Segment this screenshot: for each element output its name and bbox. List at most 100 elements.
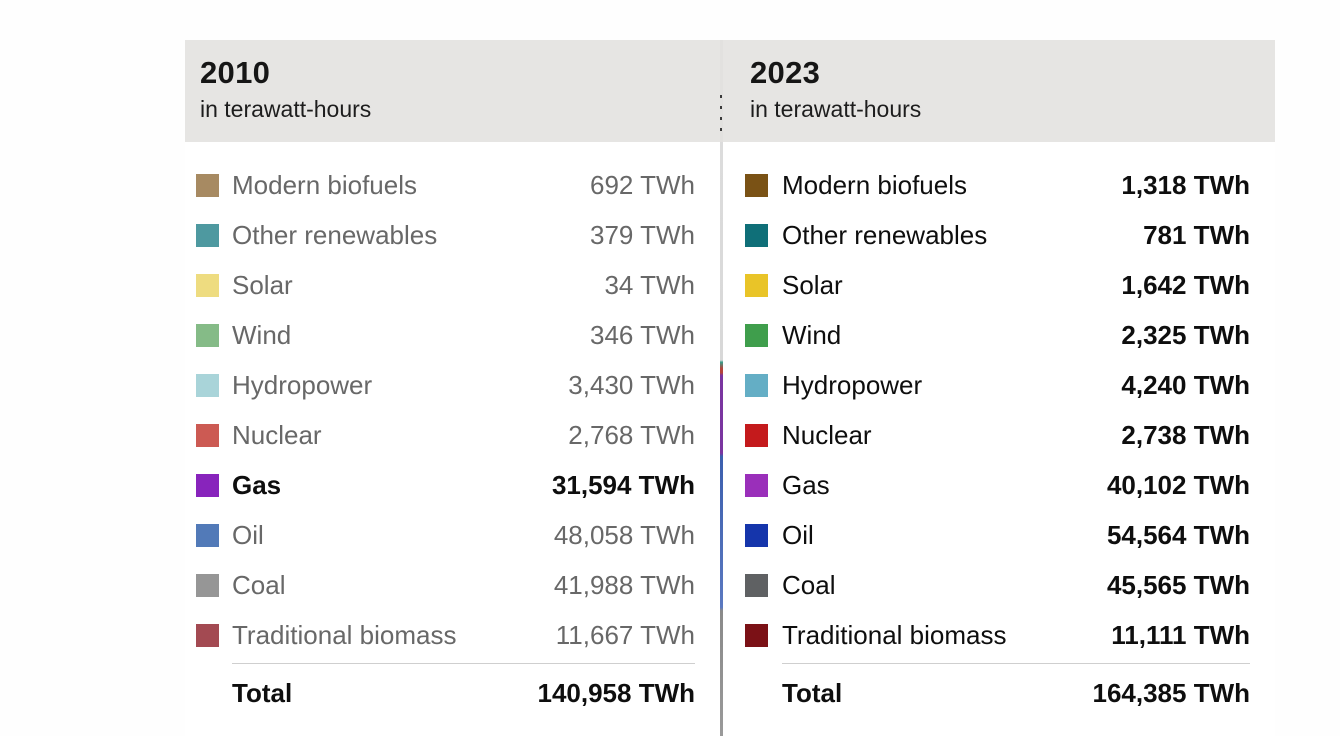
row-value: 11,667 TWh <box>555 619 695 650</box>
legend-row-coal: Coal 45,565 TWh <box>745 560 1250 610</box>
panel-gap-chart-sliver <box>720 40 723 736</box>
row-value: 2,325 TWh <box>1121 319 1250 350</box>
other-renewables-swatch-icon <box>745 223 768 247</box>
legend-row-oil: Oil 48,058 TWh <box>196 510 695 560</box>
row-value: 781 TWh <box>1143 219 1250 250</box>
row-label: Gas <box>232 469 282 500</box>
legend-row-nuclear: Nuclear 2,738 TWh <box>745 410 1250 460</box>
panel-2023: 2023 in terawatt-hours Modern biofuels 1… <box>723 40 1275 736</box>
hydropower-swatch-icon <box>745 373 768 397</box>
row-value: 31,594 TWh <box>551 469 695 500</box>
gas-swatch-icon <box>196 473 219 497</box>
panel-year: 2023 <box>750 55 821 90</box>
total-label: Total <box>232 677 293 708</box>
row-label: Gas <box>782 469 830 500</box>
row-label: Solar <box>232 269 293 300</box>
legend-row-solar: Solar 1,642 TWh <box>745 260 1250 310</box>
legend-row-gas-highlighted: Gas 31,594 TWh <box>196 460 695 510</box>
legend-row-modern-biofuels: Modern biofuels 1,318 TWh <box>745 160 1250 210</box>
solar-swatch-icon <box>745 273 768 297</box>
legend-row-traditional-biomass: Traditional biomass 11,667 TWh <box>196 610 695 660</box>
row-value: 692 TWh <box>589 169 695 200</box>
total-divider <box>782 663 1250 664</box>
row-value: 3,430 TWh <box>568 369 695 400</box>
row-value: 11,111 TWh <box>1111 619 1250 650</box>
row-label: Coal <box>782 569 836 600</box>
total-value: 164,385 TWh <box>1092 677 1250 708</box>
legend-row-wind: Wind 2,325 TWh <box>745 310 1250 360</box>
wind-swatch-icon <box>745 323 768 347</box>
legend-row-oil: Oil 54,564 TWh <box>745 510 1250 560</box>
nuclear-swatch-icon <box>196 423 219 447</box>
panel-2023-header: 2023 in terawatt-hours <box>723 40 1275 142</box>
row-label: Coal <box>232 569 286 600</box>
panel-gap-dotted-gridline <box>720 95 722 139</box>
row-label: Other renewables <box>782 219 988 250</box>
legend-row-other-renewables: Other renewables 379 TWh <box>196 210 695 260</box>
row-value: 45,565 TWh <box>1106 569 1250 600</box>
other-renewables-swatch-icon <box>196 223 219 247</box>
row-value: 1,642 TWh <box>1121 269 1250 300</box>
row-label: Nuclear <box>782 419 872 450</box>
legend-row-hydropower: Hydropower 4,240 TWh <box>745 360 1250 410</box>
row-value: 2,768 TWh <box>568 419 695 450</box>
row-value: 48,058 TWh <box>553 519 695 550</box>
row-value: 40,102 TWh <box>1106 469 1250 500</box>
panel-2010: 2010 in terawatt-hours Modern biofuels 6… <box>185 40 720 736</box>
row-value: 54,564 TWh <box>1106 519 1250 550</box>
oil-swatch-icon <box>196 523 219 547</box>
coal-swatch-icon <box>196 573 219 597</box>
total-value: 140,958 TWh <box>537 677 695 708</box>
coal-swatch-icon <box>745 573 768 597</box>
row-label: Modern biofuels <box>782 169 967 200</box>
legend-row-coal: Coal 41,988 TWh <box>196 560 695 610</box>
total-row: Total 140,958 TWh <box>196 664 695 722</box>
modern-biofuels-swatch-icon <box>196 173 219 197</box>
legend-row-nuclear: Nuclear 2,768 TWh <box>196 410 695 460</box>
row-label: Other renewables <box>232 219 438 250</box>
panel-subtitle: in terawatt-hours <box>750 96 922 122</box>
panel-subtitle: in terawatt-hours <box>200 96 372 122</box>
traditional-biomass-swatch-icon <box>745 623 768 647</box>
legend-row-hydropower: Hydropower 3,430 TWh <box>196 360 695 410</box>
traditional-biomass-swatch-icon <box>196 623 219 647</box>
total-row: Total 164,385 TWh <box>745 664 1250 722</box>
row-value: 4,240 TWh <box>1121 369 1250 400</box>
gas-swatch-icon <box>745 473 768 497</box>
legend-row-other-renewables: Other renewables 781 TWh <box>745 210 1250 260</box>
legend-row-gas: Gas 40,102 TWh <box>745 460 1250 510</box>
oil-swatch-icon <box>745 523 768 547</box>
solar-swatch-icon <box>196 273 219 297</box>
legend-row-modern-biofuels: Modern biofuels 692 TWh <box>196 160 695 210</box>
row-value: 1,318 TWh <box>1121 169 1250 200</box>
row-label: Oil <box>782 519 814 550</box>
row-value: 2,738 TWh <box>1121 419 1250 450</box>
row-label: Traditional biomass <box>232 619 457 650</box>
row-value: 34 TWh <box>604 269 695 300</box>
row-value: 379 TWh <box>589 219 695 250</box>
total-label: Total <box>782 677 843 708</box>
legend-row-wind: Wind 346 TWh <box>196 310 695 360</box>
legend-row-solar: Solar 34 TWh <box>196 260 695 310</box>
panel-year: 2010 <box>200 55 271 90</box>
row-label: Hydropower <box>782 369 923 400</box>
row-label: Oil <box>232 519 264 550</box>
row-label: Solar <box>782 269 843 300</box>
modern-biofuels-swatch-icon <box>745 173 768 197</box>
wind-swatch-icon <box>196 323 219 347</box>
row-label: Nuclear <box>232 419 322 450</box>
row-label: Traditional biomass <box>782 619 1007 650</box>
nuclear-swatch-icon <box>745 423 768 447</box>
panel-2010-body: Modern biofuels 692 TWh Other renewables… <box>185 142 720 722</box>
row-label: Wind <box>782 319 842 350</box>
hydropower-swatch-icon <box>196 373 219 397</box>
panel-2010-header: 2010 in terawatt-hours <box>185 40 720 142</box>
row-label: Wind <box>232 319 292 350</box>
row-label: Modern biofuels <box>232 169 417 200</box>
row-label: Hydropower <box>232 369 373 400</box>
panel-2023-body: Modern biofuels 1,318 TWh Other renewabl… <box>723 142 1275 722</box>
row-value: 41,988 TWh <box>553 569 695 600</box>
total-divider <box>232 663 695 664</box>
legend-row-traditional-biomass: Traditional biomass 11,111 TWh <box>745 610 1250 660</box>
row-value: 346 TWh <box>589 319 695 350</box>
